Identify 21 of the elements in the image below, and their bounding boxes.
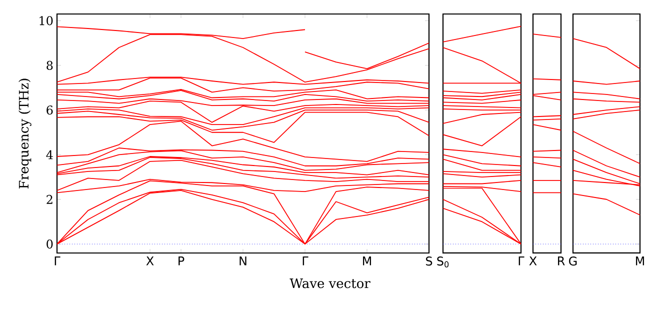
x-tick-label: G bbox=[569, 256, 577, 266]
x-axis-title: Wave vector bbox=[290, 278, 370, 288]
y-tick-label: 0 bbox=[46, 240, 53, 249]
x-tick-label: Γ bbox=[302, 256, 308, 266]
y-tick-label: 4 bbox=[46, 150, 53, 160]
x-tick-label: Γ bbox=[54, 256, 60, 266]
x-tick-label: X bbox=[146, 256, 154, 266]
y-tick-label: 6 bbox=[46, 106, 53, 115]
y-axis-title: Frequency (THz) bbox=[18, 78, 32, 188]
x-tick-label: S$_{0}$ bbox=[437, 256, 449, 268]
x-tick-label: M bbox=[636, 256, 644, 266]
y-tick-label: 8 bbox=[46, 60, 53, 70]
y-tick-label: 10 bbox=[40, 16, 53, 26]
x-tick-label: M bbox=[363, 256, 371, 266]
x-tick-label: X bbox=[529, 256, 537, 266]
x-tick-label: R bbox=[558, 256, 565, 266]
y-tick-label: 2 bbox=[46, 194, 52, 204]
x-tick-label: N bbox=[240, 256, 246, 266]
x-tick-label: S bbox=[426, 256, 432, 266]
x-tick-label: Γ bbox=[518, 256, 524, 266]
x-tick-label: P bbox=[178, 256, 184, 266]
